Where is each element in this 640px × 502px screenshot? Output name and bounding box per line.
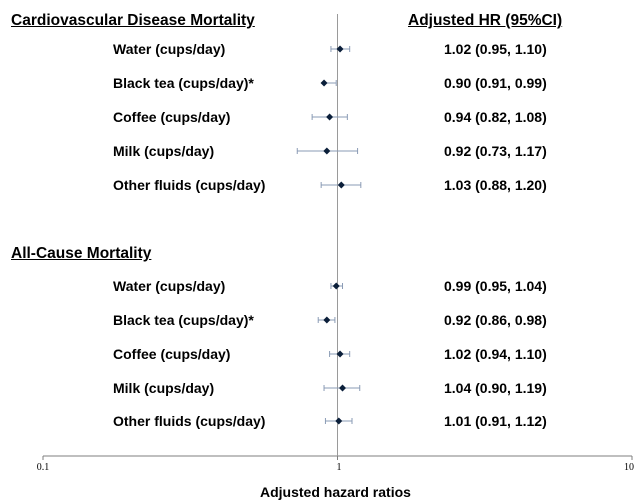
- row-label: Water (cups/day): [113, 278, 226, 294]
- row-label: Water (cups/day): [113, 41, 226, 57]
- hr-point-marker: [336, 350, 344, 358]
- x-tick-label: 1: [336, 462, 342, 473]
- row-label: Coffee (cups/day): [113, 109, 231, 125]
- hr-point-marker: [320, 79, 328, 87]
- row-label: Coffee (cups/day): [113, 346, 231, 362]
- hr-point-marker: [335, 417, 343, 425]
- row-estimate-text: 1.04 (0.90, 1.19): [444, 380, 547, 396]
- estimate-column-header: Adjusted HR (95%CI): [408, 12, 563, 29]
- row-estimate-text: 0.94 (0.82, 1.08): [444, 109, 547, 125]
- hr-point-marker: [337, 181, 345, 189]
- hr-point-marker: [326, 113, 334, 121]
- hr-point-marker: [332, 282, 340, 290]
- x-tick-label: 10: [624, 462, 634, 473]
- row-label: Other fluids (cups/day): [113, 413, 266, 429]
- hr-point-marker: [323, 147, 331, 155]
- row-estimate-text: 0.90 (0.91, 0.99): [444, 75, 547, 91]
- row-label: Milk (cups/day): [113, 380, 215, 396]
- row-label: Black tea (cups/day)*: [113, 312, 254, 328]
- row-estimate-text: 0.92 (0.86, 0.98): [444, 312, 547, 328]
- hr-point-marker: [336, 45, 344, 53]
- x-axis-title: Adjusted hazard ratios: [260, 484, 411, 500]
- row-estimate-text: 0.99 (0.95, 1.04): [444, 278, 547, 294]
- row-estimate-text: 1.01 (0.91, 1.12): [444, 413, 547, 429]
- section-title-all-cause: All-Cause Mortality: [11, 245, 152, 262]
- row-estimate-text: 1.02 (0.95, 1.10): [444, 41, 547, 57]
- row-estimate-text: 1.02 (0.94, 1.10): [444, 346, 547, 362]
- row-label: Milk (cups/day): [113, 143, 215, 159]
- hr-point-marker: [323, 316, 331, 324]
- section-title-cvd: Cardiovascular Disease Mortality: [11, 12, 255, 29]
- x-tick-label: 0.1: [36, 462, 50, 473]
- row-estimate-text: 0.92 (0.73, 1.17): [444, 143, 547, 159]
- row-estimate-text: 1.03 (0.88, 1.20): [444, 177, 547, 193]
- row-label: Black tea (cups/day)*: [113, 75, 254, 91]
- row-label: Other fluids (cups/day): [113, 177, 266, 193]
- hr-point-marker: [339, 384, 347, 392]
